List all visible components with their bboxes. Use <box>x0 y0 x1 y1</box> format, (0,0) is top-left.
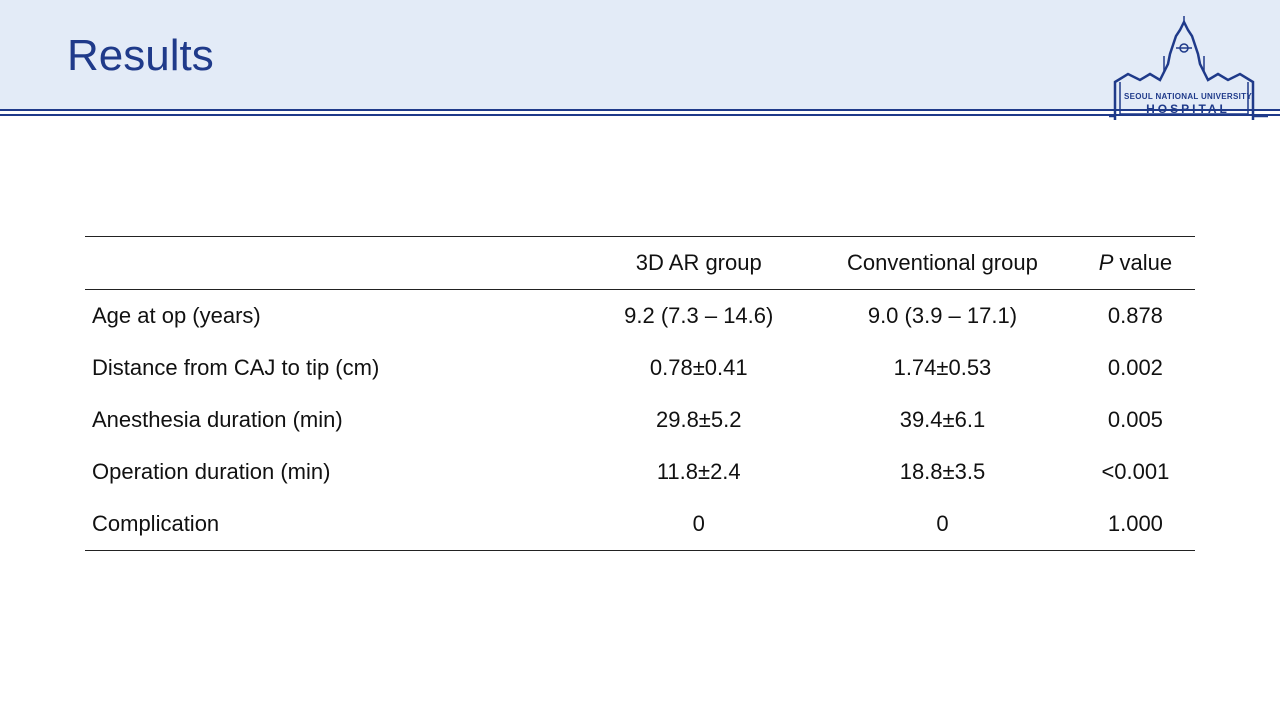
cell-ar: 0.78±0.41 <box>649 355 748 380</box>
logo-text-university: SEOUL NATIONAL UNIVERSITY <box>1124 92 1252 101</box>
table-row: Age at op (years) 9.2 (7.3 – 14.6) 9.0 (… <box>85 290 1195 343</box>
cell-ar: 9.2 (7.3 – 14.6) <box>624 303 774 328</box>
table-header-row: 3D AR group Conventional group P value <box>85 236 1195 290</box>
cell-conventional: 39.4±6.1 <box>899 407 986 432</box>
slide-title: Results <box>67 31 214 80</box>
cell-p-value: 1.000 <box>1075 498 1195 551</box>
hospital-building-icon <box>1109 16 1268 120</box>
logo-text-hospital: HOSPITAL <box>1146 102 1230 116</box>
table-row: Distance from CAJ to tip (cm) 0.78±0.41 … <box>85 342 1195 394</box>
header-conventional-group: Conventional group <box>809 236 1076 290</box>
cell-ar: 11.8±2.4 <box>656 459 741 484</box>
table-row: Operation duration (min) 11.8±2.4 18.8±3… <box>85 446 1195 498</box>
header-p-symbol: P <box>1098 250 1114 275</box>
row-label: Operation duration (min) <box>92 459 331 484</box>
header-p-suffix: value <box>1113 250 1173 275</box>
table-row: Anesthesia duration (min) 29.8±5.2 39.4±… <box>85 394 1195 446</box>
row-label: Anesthesia duration (min) <box>92 407 343 432</box>
cell-conventional: 18.8±3.5 <box>899 459 986 484</box>
cell-p-value: 0.878 <box>1107 303 1163 328</box>
cell-ar: 29.8±5.2 <box>655 407 742 432</box>
cell-p-value: 0.002 <box>1107 355 1163 380</box>
row-label: Age at op (years) <box>92 303 261 328</box>
cell-conventional: 1.74±0.53 <box>893 355 992 380</box>
cell-p-value: 0.005 <box>1107 407 1163 432</box>
header-p-value: P value <box>1075 236 1195 290</box>
cell-conventional: 0 <box>809 498 1076 551</box>
cell-conventional: 9.0 (3.9 – 17.1) <box>867 303 1018 328</box>
row-label: Complication <box>85 498 589 551</box>
header-label <box>85 236 589 290</box>
cell-ar: 0 <box>588 498 810 551</box>
row-label: Distance from CAJ to tip (cm) <box>92 355 380 380</box>
header-ar-group: 3D AR group <box>588 236 810 290</box>
header-band <box>0 0 1280 109</box>
cell-p-value: <0.001 <box>1101 459 1170 484</box>
header-divider-top <box>0 109 1280 111</box>
table-row: Complication 0 0 1.000 <box>85 498 1195 551</box>
results-table: 3D AR group Conventional group P value A… <box>85 236 1195 551</box>
hospital-logo: SEOUL NATIONAL UNIVERSITY HOSPITAL <box>1108 16 1268 120</box>
header-divider-bottom <box>0 114 1280 116</box>
